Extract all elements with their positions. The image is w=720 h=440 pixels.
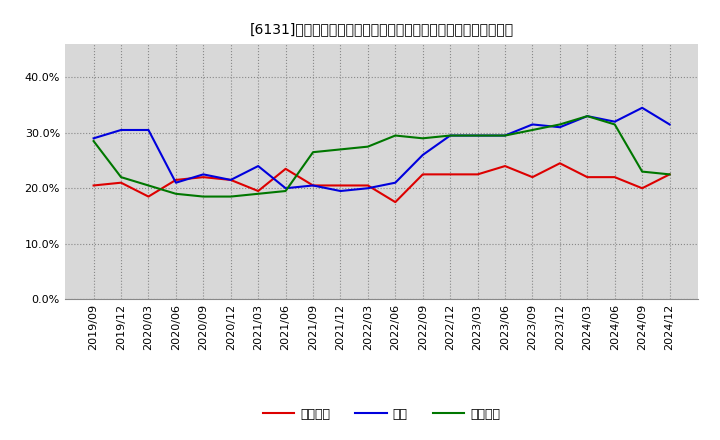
Line: 在庫: 在庫	[94, 108, 670, 191]
買入債務	[199, 194, 207, 199]
買入債務	[528, 127, 537, 132]
在庫	[500, 133, 509, 138]
Line: 買入債務: 買入債務	[94, 116, 670, 197]
売上債権	[254, 188, 263, 194]
買入債務	[611, 122, 619, 127]
Legend: 売上債権, 在庫, 買入債務: 売上債権, 在庫, 買入債務	[258, 403, 505, 425]
買入債務	[556, 122, 564, 127]
買入債務	[500, 133, 509, 138]
買入債務	[473, 133, 482, 138]
売上債権	[144, 194, 153, 199]
売上債権	[117, 180, 125, 185]
在庫	[226, 177, 235, 183]
売上債権	[611, 175, 619, 180]
在庫	[282, 186, 290, 191]
在庫	[665, 122, 674, 127]
在庫	[418, 152, 427, 158]
売上債権	[391, 199, 400, 205]
売上債権	[528, 175, 537, 180]
在庫	[583, 114, 592, 119]
在庫	[199, 172, 207, 177]
売上債権	[473, 172, 482, 177]
在庫	[528, 122, 537, 127]
Title: [6131]　売上債権、在庫、買入債務の総資産に対する比率の推移: [6131] 売上債権、在庫、買入債務の総資産に対する比率の推移	[250, 22, 513, 36]
売上債権	[364, 183, 372, 188]
売上債権	[583, 175, 592, 180]
買入債務	[638, 169, 647, 174]
在庫	[117, 127, 125, 132]
売上債権	[556, 161, 564, 166]
在庫	[254, 163, 263, 169]
在庫	[171, 180, 180, 185]
売上債権	[418, 172, 427, 177]
売上債権	[199, 175, 207, 180]
在庫	[391, 180, 400, 185]
買入債務	[665, 172, 674, 177]
在庫	[638, 105, 647, 110]
在庫	[364, 186, 372, 191]
買入債務	[336, 147, 345, 152]
売上債権	[500, 163, 509, 169]
売上債権	[309, 183, 318, 188]
在庫	[336, 188, 345, 194]
在庫	[309, 183, 318, 188]
買入債務	[446, 133, 454, 138]
売上債権	[282, 166, 290, 172]
売上債権	[638, 186, 647, 191]
在庫	[611, 119, 619, 125]
在庫	[446, 133, 454, 138]
売上債権	[171, 177, 180, 183]
買入債務	[89, 139, 98, 144]
買入債務	[282, 188, 290, 194]
Line: 売上債権: 売上債権	[94, 163, 670, 202]
買入債務	[226, 194, 235, 199]
買入債務	[171, 191, 180, 196]
売上債権	[665, 172, 674, 177]
買入債務	[418, 136, 427, 141]
在庫	[144, 127, 153, 132]
買入債務	[364, 144, 372, 149]
売上債権	[336, 183, 345, 188]
売上債権	[446, 172, 454, 177]
在庫	[556, 125, 564, 130]
売上債権	[226, 177, 235, 183]
買入債務	[117, 175, 125, 180]
買入債務	[254, 191, 263, 196]
在庫	[89, 136, 98, 141]
在庫	[473, 133, 482, 138]
買入債務	[583, 114, 592, 119]
買入債務	[391, 133, 400, 138]
買入債務	[144, 183, 153, 188]
売上債権	[89, 183, 98, 188]
買入債務	[309, 150, 318, 155]
